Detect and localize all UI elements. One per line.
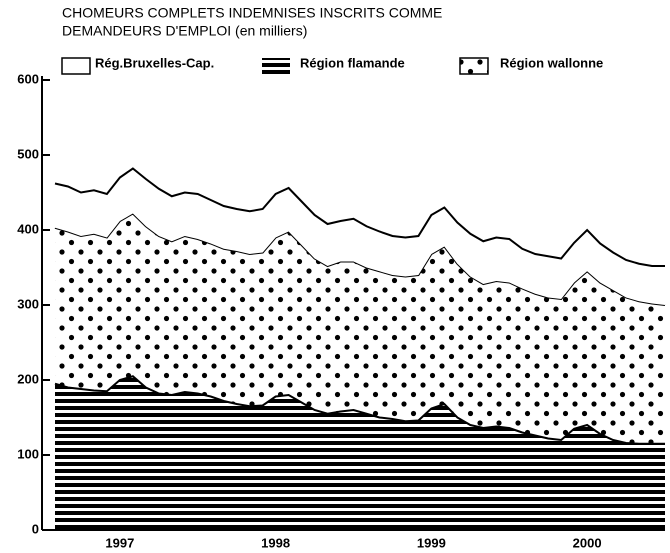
legend-swatch (61, 57, 91, 75)
y-tick-label: 0 (32, 521, 39, 536)
y-tick-label: 300 (17, 296, 39, 311)
legend-label: Région flamande (300, 55, 405, 70)
area (55, 376, 665, 530)
area (55, 168, 665, 305)
chart-title: DEMANDEURS D'EMPLOI (en milliers) (62, 23, 307, 39)
y-tick-label: 600 (17, 71, 39, 86)
legend-swatch (459, 57, 489, 75)
y-tick-label: 400 (17, 221, 39, 236)
y-tick-label: 500 (17, 146, 39, 161)
x-tick-label: 2000 (573, 535, 602, 550)
x-tick-label: 1998 (261, 535, 290, 550)
x-tick-label: 1999 (417, 535, 446, 550)
legend-label: Rég.Bruxelles-Cap. (95, 55, 214, 70)
y-tick-label: 200 (17, 371, 39, 386)
area-edge (54, 167, 665, 267)
area (55, 213, 665, 444)
y-tick-label: 100 (17, 446, 39, 461)
x-tick-label: 1997 (105, 535, 134, 550)
legend-swatch (262, 58, 290, 74)
legend-label: Région wallonne (500, 55, 603, 70)
chart-title: CHOMEURS COMPLETS INDEMNISES INSCRITS CO… (62, 5, 442, 21)
